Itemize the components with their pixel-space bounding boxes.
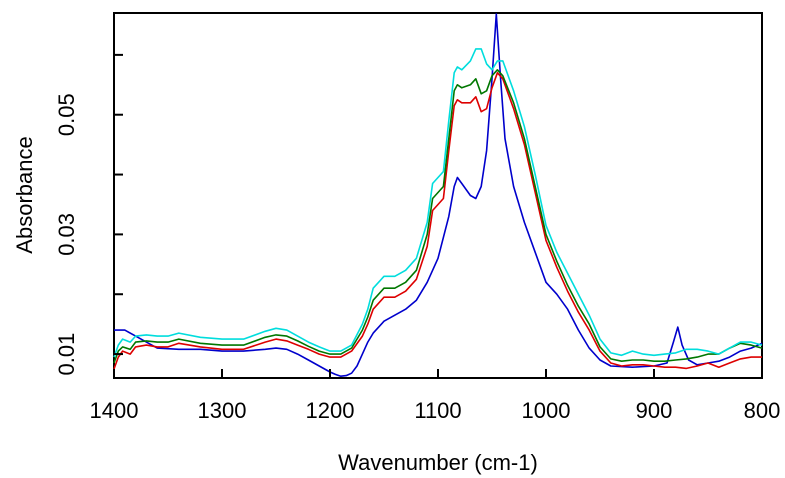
y-tick-label: 0.05 (54, 93, 79, 136)
y-axis: 0.01 0.03 0.05 (54, 53, 123, 376)
series-line-2 (113, 72, 762, 370)
x-axis-label: Wavenumber (cm-1) (338, 450, 538, 475)
y-axis-label: Absorbance (12, 136, 37, 253)
x-tick-label: 900 (636, 398, 673, 423)
y-tick-label: 0.03 (54, 213, 79, 256)
series-layer (113, 13, 763, 378)
x-tick-label: 1100 (414, 398, 461, 423)
series-line-4 (113, 48, 763, 358)
plot-frame (113, 12, 763, 379)
series-line-3 (113, 69, 763, 364)
x-axis: 1400 1300 1200 1100 1000 900 800 (90, 369, 781, 423)
x-tick-label: 800 (744, 398, 781, 423)
series-line-1 (114, 13, 763, 378)
x-tick-label: 1300 (198, 398, 247, 423)
x-tick-label: 1000 (522, 398, 571, 423)
x-tick-label: 1400 (90, 398, 139, 423)
x-tick-label: 1200 (306, 398, 355, 423)
y-tick-label: 0.01 (54, 333, 79, 376)
